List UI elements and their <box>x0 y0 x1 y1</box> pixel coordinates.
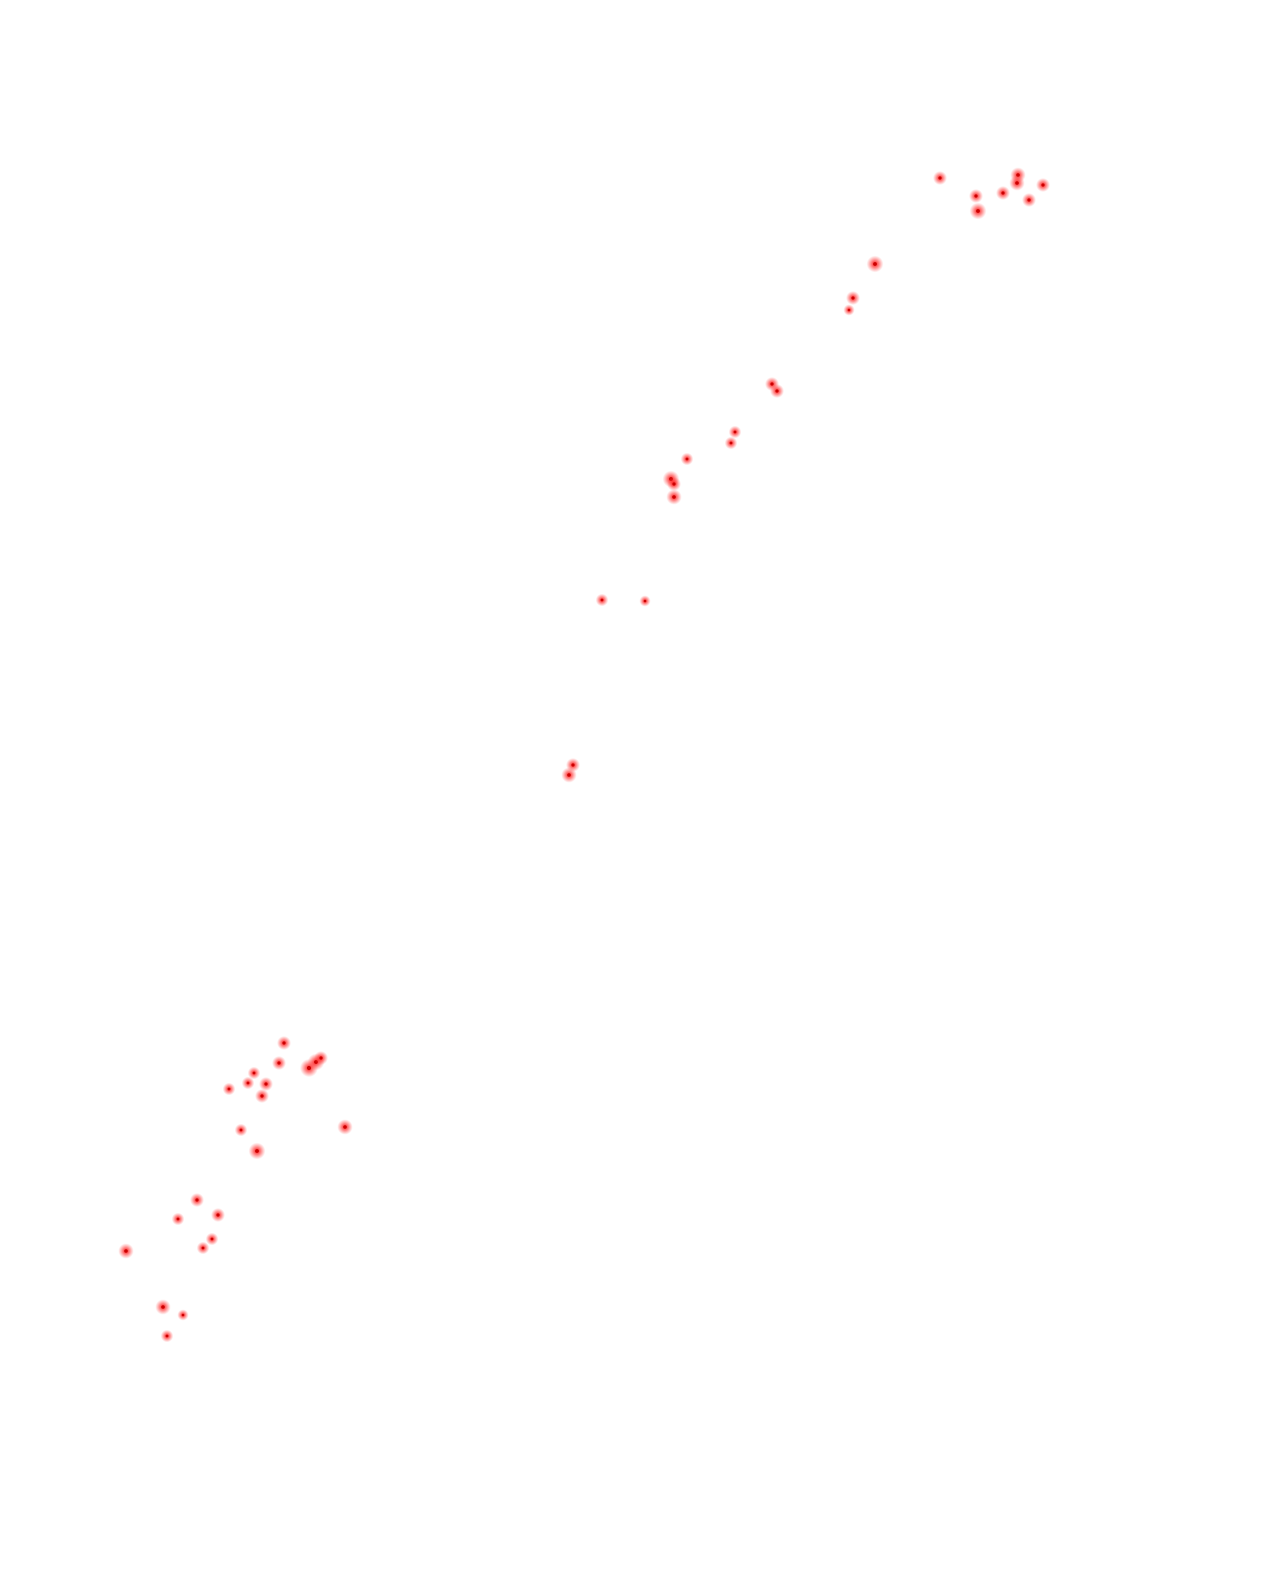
hotspot-core <box>775 389 779 393</box>
hotspot-core <box>176 1217 180 1221</box>
hotspot-core <box>195 1198 199 1202</box>
hotspot-core <box>210 1237 214 1241</box>
hotspot-core <box>260 1094 264 1098</box>
hotspot-core <box>938 176 942 180</box>
hotspot-core <box>643 599 647 603</box>
hotspot-core <box>729 441 733 445</box>
hotspot-core <box>124 1249 128 1253</box>
hotspot-core <box>201 1246 205 1250</box>
hotspot-core <box>847 308 851 312</box>
hotspot-points-layer <box>118 167 1050 1343</box>
hotspot-core <box>319 1056 323 1060</box>
hotspot-core <box>181 1313 185 1317</box>
hotspot-core <box>1041 183 1045 187</box>
hotspot-core <box>282 1041 286 1045</box>
hotspot-core <box>239 1128 243 1132</box>
hotspot-core <box>672 495 676 499</box>
hotspot-core <box>216 1213 220 1217</box>
hotspot-core <box>567 773 571 777</box>
hotspot-core <box>227 1087 231 1091</box>
hotspot-core <box>770 382 774 386</box>
hotspot-core <box>246 1081 250 1085</box>
hotspot-core <box>252 1071 256 1075</box>
hotspot-core <box>733 430 737 434</box>
hotspot-core <box>600 598 604 602</box>
hotspot-core <box>255 1149 259 1153</box>
hotspot-core <box>343 1125 347 1129</box>
hotspot-core <box>1001 191 1005 195</box>
hotspot-core <box>672 482 676 486</box>
hotspot-core <box>165 1334 169 1338</box>
hotspot-core <box>161 1305 165 1309</box>
hotspot-core <box>974 194 978 198</box>
hotspot-core <box>851 296 855 300</box>
hotspot-core <box>571 763 575 767</box>
hotspot-core <box>976 209 980 213</box>
hotspot-core <box>277 1061 281 1065</box>
hotspot-core <box>1027 198 1031 202</box>
hotspot-core <box>685 457 689 461</box>
hotspot-core <box>1015 181 1019 185</box>
hotspot-core <box>873 262 877 266</box>
hotspot-core <box>264 1082 268 1086</box>
